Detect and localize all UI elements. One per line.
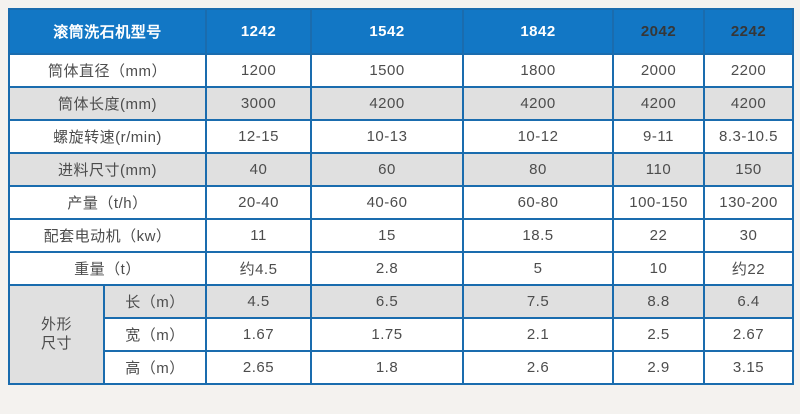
value-cell: 1800 xyxy=(462,53,615,88)
value-cell: 1.8 xyxy=(310,350,465,385)
value-cell: 80 xyxy=(462,152,615,187)
value-cell: 22 xyxy=(612,218,706,253)
dimension-sublabel-cell: 宽（m） xyxy=(102,317,208,352)
value-cell: 100-150 xyxy=(612,185,706,220)
value-cell: 3000 xyxy=(205,86,313,121)
table-row-motor-power: 配套电动机（kw） 11 15 18.5 22 30 xyxy=(7,218,795,253)
value-cell: 10-13 xyxy=(310,119,465,154)
header-row: 滚筒洗石机型号 1242 1542 1842 2042 2242 xyxy=(7,8,795,55)
value-cell: 1200 xyxy=(205,53,313,88)
table-row-dimension-length: 外形 尺寸 长（m） 4.5 6.5 7.5 8.8 6.4 xyxy=(8,284,795,385)
value-cell: 7.5 xyxy=(462,284,615,319)
value-cell: 40-60 xyxy=(310,185,465,220)
value-cell: 2.67 xyxy=(703,317,795,352)
value-cell: 10 xyxy=(612,251,706,286)
table-row-weight: 重量（t） 约4.5 2.8 5 10 约22 xyxy=(7,251,795,286)
value-cell: 2.5 xyxy=(612,317,706,352)
table-row-feed-size: 进料尺寸(mm) 40 60 80 110 150 xyxy=(7,152,795,187)
row-label-cell: 筒体长度(mm) xyxy=(7,86,208,121)
value-cell: 约22 xyxy=(703,251,795,286)
table-row-dimension-height: 高（m） 2.65 1.8 2.6 2.9 3.15 xyxy=(9,350,795,385)
value-cell: 3.15 xyxy=(703,350,795,385)
value-cell: 4200 xyxy=(310,86,465,121)
value-cell: 4200 xyxy=(612,86,706,121)
row-label-cell: 重量（t） xyxy=(7,251,208,286)
dimension-group-label-cell: 外形 尺寸 xyxy=(8,284,105,385)
value-cell: 9-11 xyxy=(612,119,706,154)
value-cell: 2.65 xyxy=(205,350,313,385)
table-row-dimension-width: 宽（m） 1.67 1.75 2.1 2.5 2.67 xyxy=(9,317,795,352)
value-cell: 4200 xyxy=(703,86,795,121)
value-cell: 6.5 xyxy=(310,284,465,319)
value-cell: 12-15 xyxy=(205,119,313,154)
table-row-capacity: 产量（t/h） 20-40 40-60 60-80 100-150 130-20… xyxy=(7,185,795,220)
value-cell: 2.8 xyxy=(310,251,465,286)
header-model-cell: 1542 xyxy=(310,8,465,55)
value-cell: 20-40 xyxy=(205,185,313,220)
value-cell: 2200 xyxy=(703,53,795,88)
value-cell: 2.9 xyxy=(612,350,706,385)
value-cell: 4.5 xyxy=(205,284,313,319)
value-cell: 10-12 xyxy=(462,119,615,154)
value-cell: 1.75 xyxy=(310,317,465,352)
row-label-cell: 筒体直径（mm） xyxy=(7,53,208,88)
dimension-sublabel-cell: 高（m） xyxy=(102,350,208,385)
value-cell: 1.67 xyxy=(205,317,313,352)
row-label-cell: 进料尺寸(mm) xyxy=(7,152,208,187)
row-label-cell: 产量（t/h） xyxy=(7,185,208,220)
table-row-rotation-speed: 螺旋转速(r/min) 12-15 10-13 10-12 9-11 8.3-1… xyxy=(7,119,795,154)
value-cell: 30 xyxy=(703,218,795,253)
value-cell: 8.3-10.5 xyxy=(703,119,795,154)
value-cell: 5 xyxy=(462,251,615,286)
table-row-drum-diameter: 筒体直径（mm） 1200 1500 1800 2000 2200 xyxy=(7,53,795,88)
value-cell: 130-200 xyxy=(703,185,795,220)
row-label-cell: 配套电动机（kw） xyxy=(7,218,208,253)
value-cell: 6.4 xyxy=(703,284,795,319)
value-cell: 1500 xyxy=(310,53,465,88)
value-cell: 15 xyxy=(310,218,465,253)
value-cell: 60 xyxy=(310,152,465,187)
value-cell: 11 xyxy=(205,218,313,253)
table-title-cell: 滚筒洗石机型号 xyxy=(7,8,208,55)
value-cell: 60-80 xyxy=(462,185,615,220)
value-cell: 2000 xyxy=(612,53,706,88)
value-cell: 40 xyxy=(205,152,313,187)
row-label-cell: 螺旋转速(r/min) xyxy=(7,119,208,154)
value-cell: 约4.5 xyxy=(205,251,313,286)
value-cell: 4200 xyxy=(462,86,615,121)
header-model-cell: 2042 xyxy=(612,8,706,55)
header-model-cell: 1842 xyxy=(462,8,615,55)
table-row-drum-length: 筒体长度(mm) 3000 4200 4200 4200 4200 xyxy=(7,86,795,121)
value-cell: 18.5 xyxy=(462,218,615,253)
value-cell: 150 xyxy=(703,152,795,187)
value-cell: 2.6 xyxy=(462,350,615,385)
dimension-sublabel-cell: 长（m） xyxy=(102,284,208,319)
drum-washer-spec-table: 滚筒洗石机型号 1242 1542 1842 2042 2242 筒体直径（mm… xyxy=(7,8,795,385)
value-cell: 110 xyxy=(612,152,706,187)
header-model-cell: 2242 xyxy=(703,8,795,55)
value-cell: 2.1 xyxy=(462,317,615,352)
value-cell: 8.8 xyxy=(612,284,706,319)
header-model-cell: 1242 xyxy=(205,8,313,55)
